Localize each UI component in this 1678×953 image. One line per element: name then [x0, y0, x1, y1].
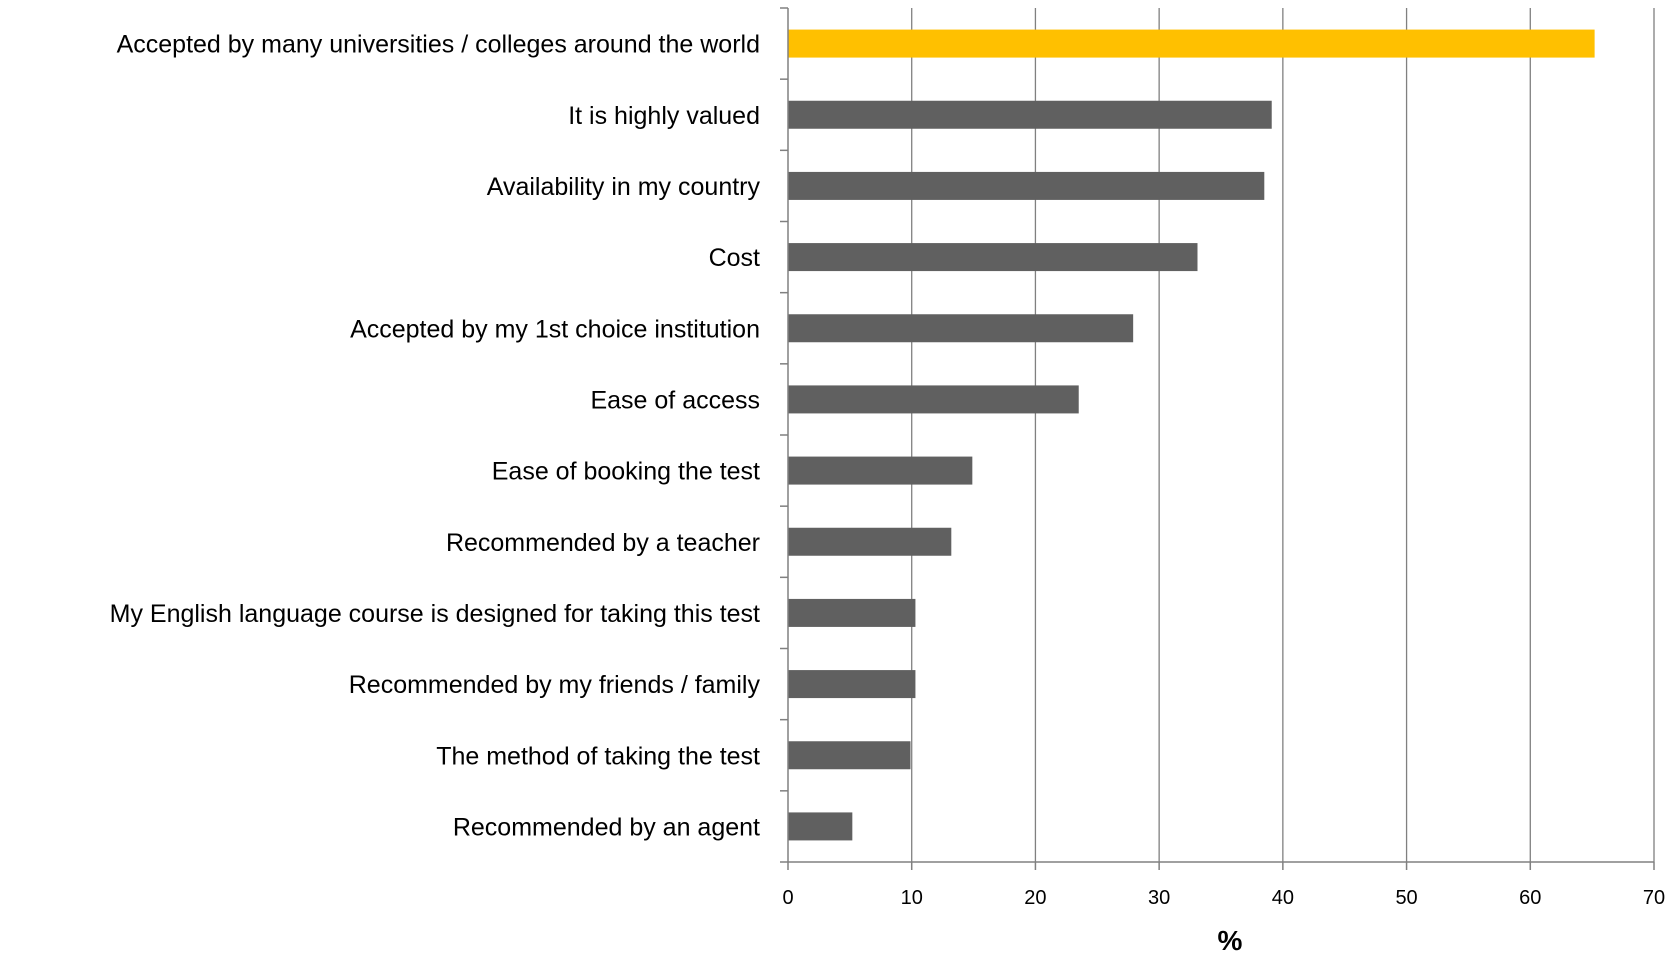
x-tick-label-30: 30 — [1148, 887, 1170, 909]
bar-5 — [788, 385, 1079, 414]
x-tick-labels: 0 10 20 30 40 50 60 70 — [782, 887, 1665, 909]
bar-3 — [788, 243, 1198, 272]
x-axis-title: % — [1218, 925, 1243, 953]
bar-0 — [788, 29, 1595, 58]
x-tick-label-20: 20 — [1024, 887, 1046, 909]
x-tick-label-10: 10 — [901, 887, 923, 909]
category-label-2: Availability in my country — [487, 173, 761, 201]
bar-7 — [788, 527, 952, 556]
gridlines — [911, 8, 1655, 862]
bar-6 — [788, 456, 973, 485]
bar-11 — [788, 812, 853, 841]
category-label-4: Accepted by my 1st choice institution — [350, 315, 760, 343]
bar-2 — [788, 171, 1265, 200]
category-label-6: Ease of booking the test — [492, 458, 760, 486]
bar-9 — [788, 670, 916, 699]
category-label-1: It is highly valued — [568, 102, 760, 130]
bars — [788, 29, 1595, 841]
category-label-5: Ease of access — [590, 386, 760, 414]
bar-1 — [788, 100, 1272, 129]
x-tick-label-0: 0 — [782, 887, 793, 909]
category-label-10: The method of taking the test — [436, 742, 760, 770]
x-tick-label-40: 40 — [1272, 887, 1294, 909]
bar-4 — [788, 314, 1134, 343]
category-label-8: My English language course is designed f… — [110, 600, 760, 628]
category-label-7: Recommended by a teacher — [446, 529, 760, 557]
category-label-9: Recommended by my friends / family — [349, 671, 761, 699]
bar-8 — [788, 598, 916, 627]
x-tick-label-70: 70 — [1643, 887, 1665, 909]
category-label-0: Accepted by many universities / colleges… — [117, 31, 760, 59]
bar-10 — [788, 741, 911, 770]
category-label-3: Cost — [709, 244, 760, 272]
x-tick-label-50: 50 — [1395, 887, 1417, 909]
category-labels: Accepted by many universities / colleges… — [110, 31, 761, 842]
category-label-11: Recommended by an agent — [453, 813, 760, 841]
x-tick-label-60: 60 — [1519, 887, 1541, 909]
axes — [780, 7, 1655, 870]
